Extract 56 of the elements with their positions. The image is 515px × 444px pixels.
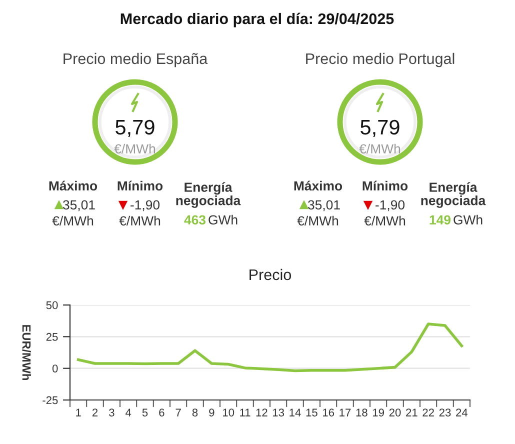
x-tick-label: 3 [109, 408, 114, 416]
x-tick-label: 20 [389, 408, 401, 416]
text: GWh [454, 214, 482, 225]
x-tick-label: 23 [439, 408, 451, 416]
x-tick-label: 8 [192, 408, 198, 416]
x-tick-label: 4 [126, 408, 132, 416]
text: Mínimo [362, 180, 408, 191]
text: 35,01 [62, 200, 95, 212]
text: €/MWh [297, 216, 338, 226]
x-tick-label: 6 [159, 408, 164, 416]
text: Energía negociada [421, 182, 486, 208]
y-tick-label: 0 [52, 364, 58, 372]
y-tick-label: 50 [46, 301, 58, 310]
text: -1,90 [376, 200, 405, 212]
text: Precio medio Portugal [306, 52, 454, 68]
text: Energía negociada [176, 182, 241, 208]
x-tick-label: 15 [306, 408, 318, 416]
y-tick-label: -25 [42, 396, 58, 404]
text: Mercado diario para el día: 29/04/2025 [120, 12, 394, 28]
text: €/MWh [364, 216, 406, 226]
x-tick-label: 5 [142, 408, 148, 416]
y-axis-title: EUR/MWh [22, 325, 31, 380]
y-tick-label: 25 [46, 332, 58, 341]
text: Máximo [49, 180, 98, 191]
text: 5,79 [360, 120, 400, 138]
x-tick-label: 21 [406, 408, 418, 416]
x-tick-label: 12 [256, 408, 268, 416]
x-tick-label: 13 [273, 408, 284, 416]
x-tick-label: 18 [356, 408, 368, 416]
x-tick-label: 16 [323, 408, 334, 416]
x-tick-label: 14 [290, 408, 301, 416]
line-series [76, 322, 464, 372]
x-tick-label: 10 [223, 408, 234, 416]
text: €/MWh [52, 216, 94, 226]
text: €/MWh [119, 216, 160, 226]
text: Precio medio España [64, 52, 208, 68]
chart-title: Precio [250, 268, 292, 280]
x-tick-label: 9 [209, 408, 214, 416]
text: GWh [208, 214, 238, 225]
text: 463 [184, 215, 206, 225]
text: Mínimo [118, 180, 163, 191]
x-tick-label: 11 [240, 408, 250, 416]
text: -1,90 [130, 200, 160, 212]
text: 149 [430, 215, 451, 225]
x-tick-label: 7 [176, 408, 181, 416]
x-tick-label: 2 [92, 408, 98, 416]
x-tick-label: 17 [340, 408, 351, 416]
x-tick-label: 19 [373, 408, 384, 416]
text: Máximo [294, 180, 342, 191]
x-tick-label: 24 [456, 408, 468, 416]
x-tick-label: 1 [76, 408, 81, 416]
text: €/MWh [359, 144, 400, 154]
text: 35,01 [308, 200, 340, 212]
x-tick-label: 22 [422, 408, 434, 416]
text: 5,79 [116, 120, 154, 138]
text: €/MWh [114, 144, 156, 154]
